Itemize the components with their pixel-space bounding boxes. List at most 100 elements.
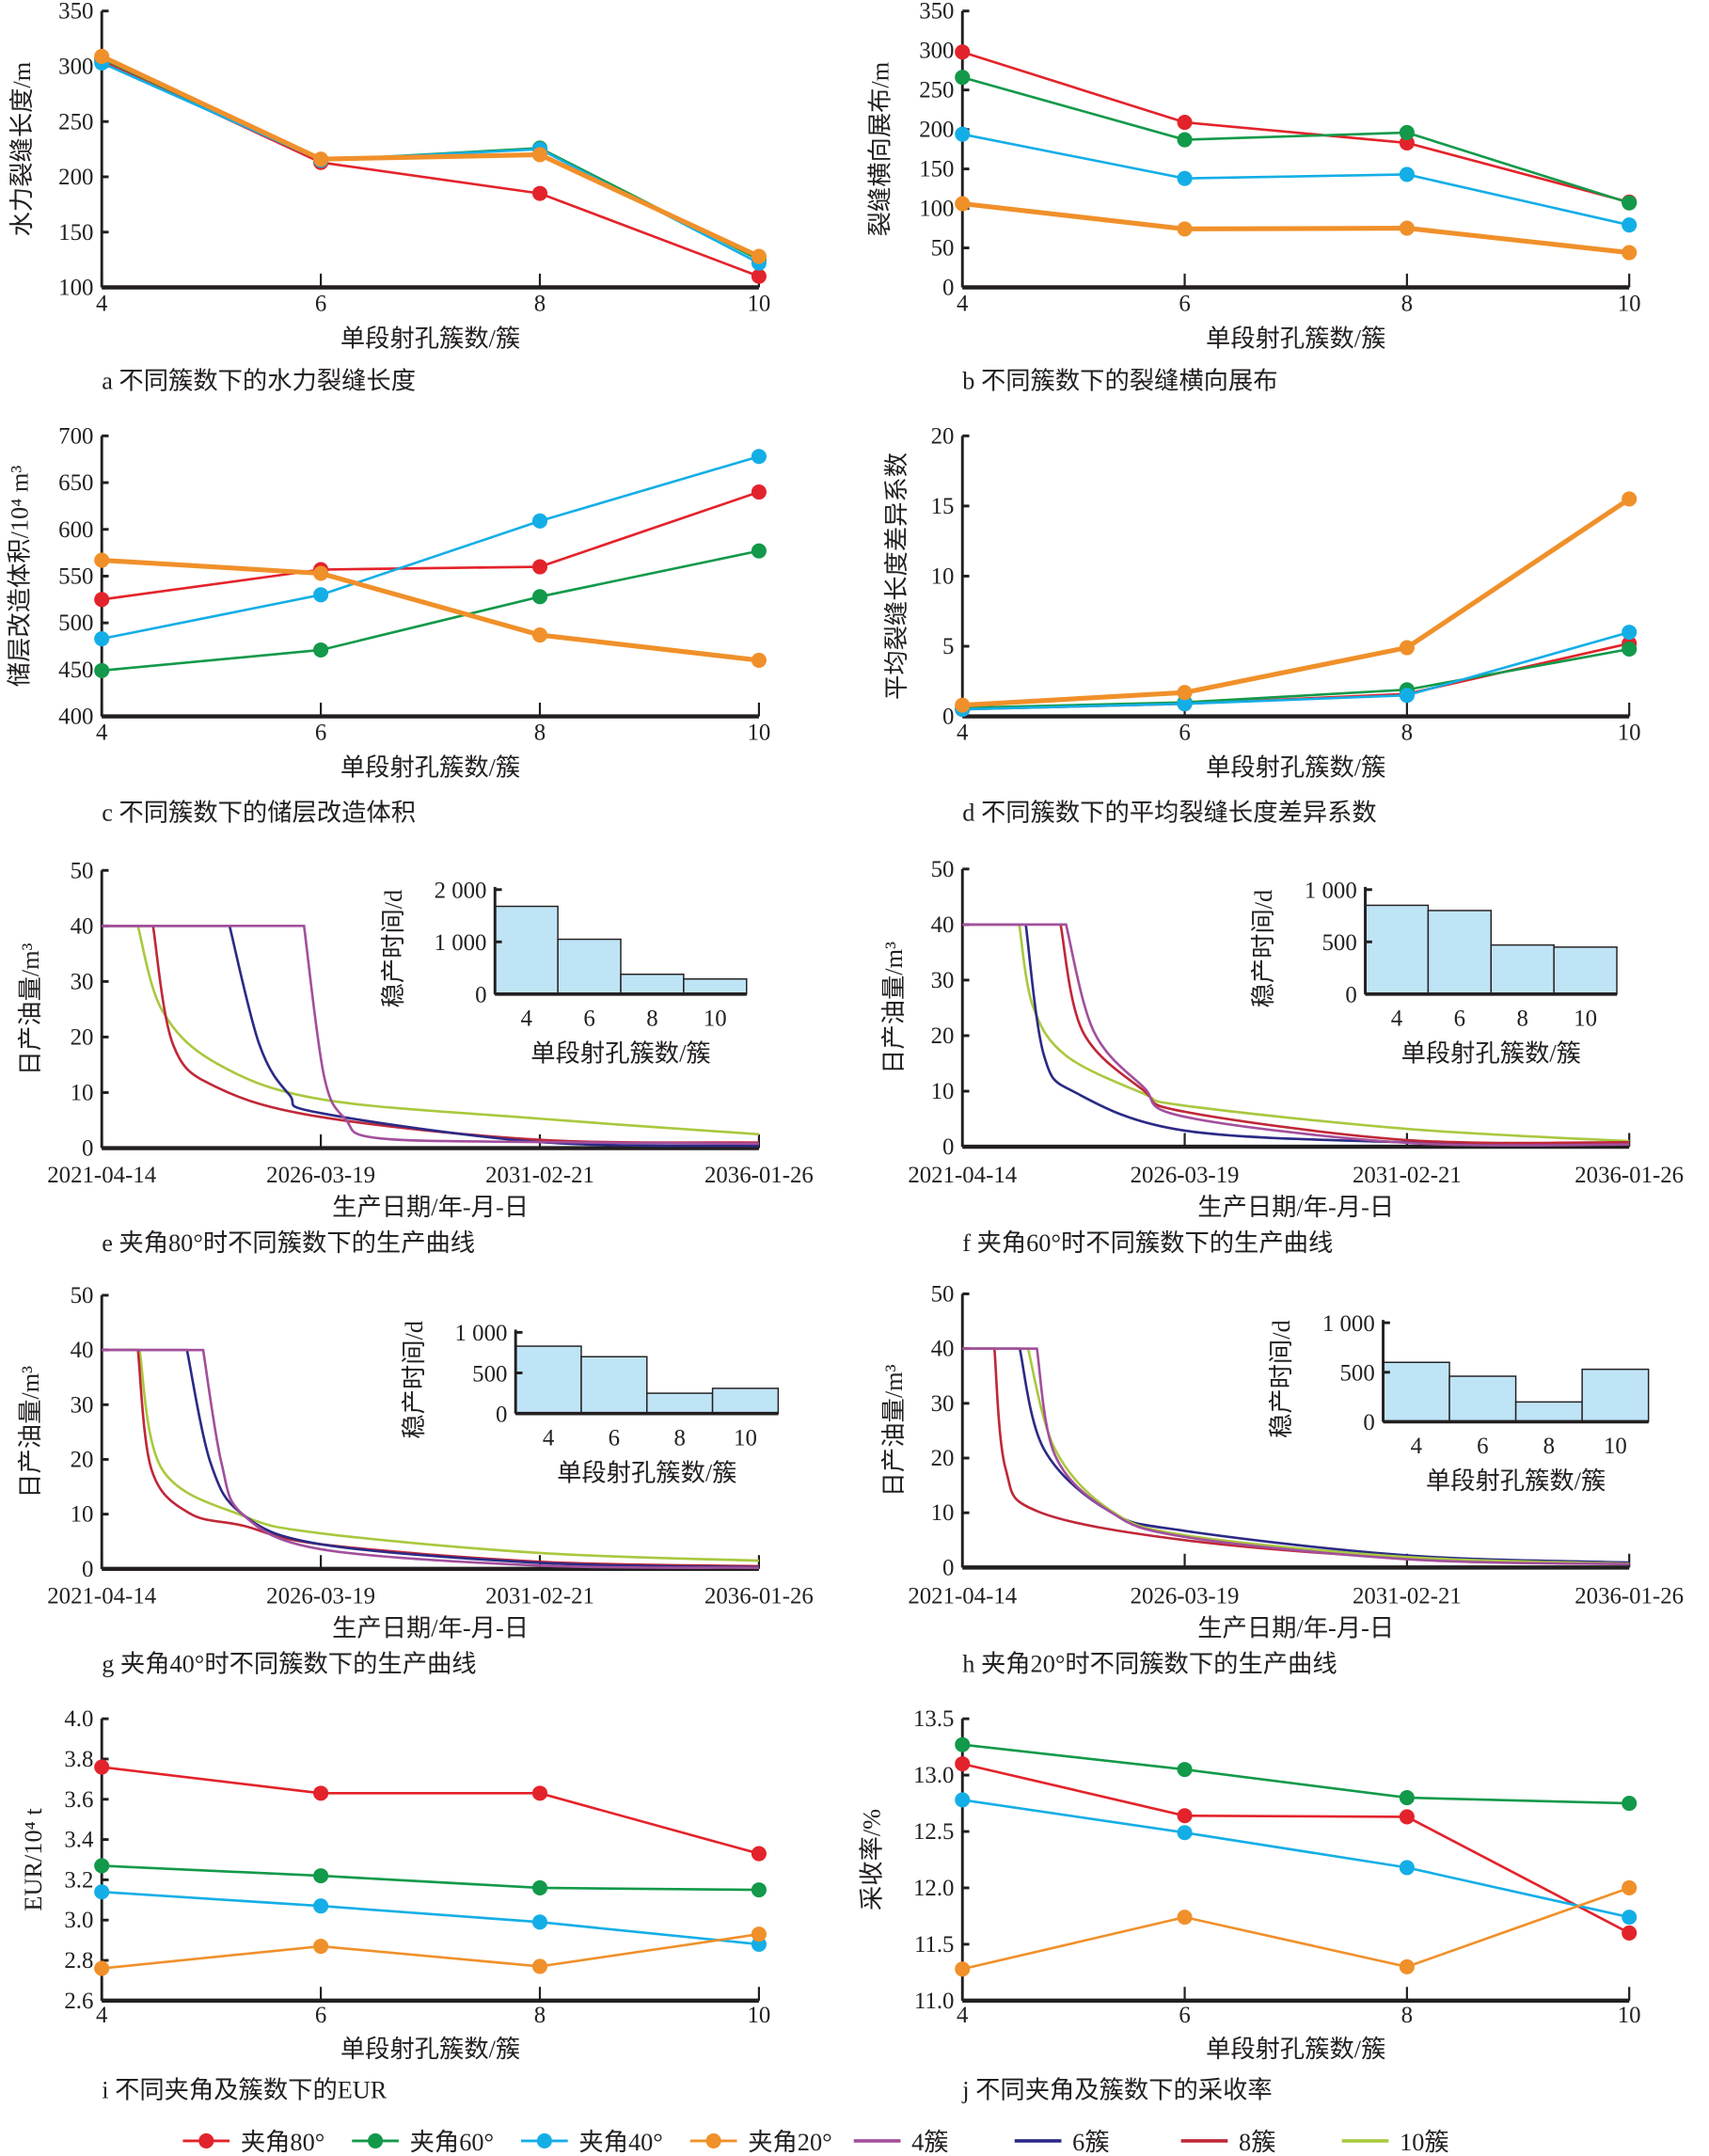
data-point [313, 642, 329, 658]
data-point [751, 1926, 767, 1942]
series-line [102, 1766, 760, 1855]
inset-x-tick-label: 8 [1543, 1434, 1555, 1459]
series-夹角40° [955, 126, 1638, 233]
inset-y-tick-label: 2 000 [435, 879, 487, 904]
data-point [531, 1879, 548, 1896]
x-tick-label: 2036-01-26 [1574, 1583, 1684, 1609]
y-tick-label: 30 [71, 1392, 94, 1418]
y-tick-label: 2.8 [64, 1948, 93, 1974]
y-tick-label: 11.5 [914, 1932, 955, 1958]
series-夹角60° [955, 1736, 1638, 1812]
y-axis-title: 日产油量/m³ [880, 1364, 908, 1497]
data-point [1622, 245, 1638, 261]
data-point [1622, 1796, 1638, 1812]
inset-y-tick-label: 1 000 [455, 1321, 508, 1346]
data-point [1177, 696, 1193, 712]
inset-x-tick-label: 10 [734, 1425, 757, 1451]
y-tick-label: 450 [58, 658, 93, 683]
y-tick-label: 50 [931, 236, 955, 262]
series-line [102, 1890, 760, 1946]
y-tick-label: 400 [58, 705, 93, 730]
x-tick-label: 6 [1179, 2003, 1190, 2028]
data-point [1399, 1958, 1415, 1974]
series-line [102, 558, 760, 663]
data-point [531, 559, 548, 575]
inset-x-tick-label: 6 [1454, 1006, 1465, 1031]
legend: 夹角80° 夹角60° 夹角40° 夹角20° 4簇 6簇 8簇 10簇 [182, 2129, 1449, 2156]
x-tick-label: 2021-04-14 [47, 1583, 156, 1609]
production-curve [102, 1348, 759, 1568]
data-point [751, 484, 767, 500]
chart-panel-b: 0 50 100 150 200 250 300 350 4 6 8 10 单段射孔簇数/簇 裂缝横向展布… [866, 0, 1640, 395]
inset-bar [683, 977, 748, 995]
production-curve [102, 925, 760, 1136]
series-line [961, 1762, 1630, 1935]
legend-item: 6簇 [1014, 2129, 1110, 2156]
y-tick-label: 700 [58, 423, 93, 449]
series-10簇 [962, 1347, 1630, 1565]
x-tick-label: 8 [534, 2003, 546, 2028]
inset-y-tick-label: 0 [1363, 1410, 1374, 1435]
series-4簇 [102, 925, 759, 1146]
inset-x-axis-title: 单段射孔簇数/簇 [557, 1459, 736, 1486]
y-tick-label: 40 [931, 1337, 955, 1362]
series-line [102, 1864, 759, 1892]
data-point [1622, 491, 1638, 507]
x-tick-label: 2026-03-19 [1131, 1163, 1240, 1188]
data-point [751, 1882, 767, 1898]
data-point [1399, 1790, 1415, 1806]
series-line [101, 59, 760, 277]
y-tick-label: 250 [58, 109, 93, 135]
chart-caption: g 夹角40°时不同簇数下的生产曲线 [102, 1650, 476, 1677]
series-夹角40° [94, 1884, 767, 1952]
data-point [531, 1914, 548, 1930]
y-tick-label: 250 [919, 78, 954, 103]
y-tick-label: 0 [942, 1134, 954, 1160]
inset-y-tick-label: 1 000 [435, 930, 487, 956]
chart-caption: i 不同夹角及簇数下的EUR [102, 2077, 388, 2104]
data-point [1177, 221, 1193, 237]
data-point [531, 627, 548, 643]
x-axis-title: 单段射孔簇数/簇 [340, 2036, 520, 2063]
y-tick-label: 650 [58, 470, 93, 496]
series-4簇 [962, 923, 1630, 1147]
series-夹角20° [94, 1926, 767, 1976]
data-point [313, 565, 329, 581]
production-curve [102, 1348, 759, 1562]
y-axis-title: 储层改造体积/10⁴ m³ [6, 466, 33, 688]
x-tick-label: 10 [1618, 2003, 1641, 2028]
series-line [961, 51, 1630, 204]
data-point [1622, 1910, 1638, 1926]
data-point [1177, 132, 1193, 148]
chart-caption: j 不同夹角及簇数下的采收率 [961, 2077, 1272, 2104]
x-tick-label: 6 [315, 720, 326, 745]
y-tick-label: 500 [58, 610, 93, 636]
x-tick-label: 2021-04-14 [908, 1583, 1017, 1609]
x-tick-label: 8 [1401, 2003, 1413, 2028]
y-tick-label: 3.6 [64, 1787, 93, 1813]
y-tick-label: 20 [931, 423, 955, 449]
data-point [1177, 1910, 1193, 1926]
y-tick-label: 50 [71, 1283, 94, 1308]
data-point [1622, 195, 1638, 211]
x-axis-title: 单段射孔簇数/簇 [1206, 325, 1385, 352]
series-line [101, 54, 760, 259]
series-line [101, 454, 760, 641]
y-tick-label: 10 [71, 1502, 94, 1528]
legend-item: 夹角40° [521, 2129, 663, 2156]
x-tick-label: 8 [1401, 291, 1413, 316]
x-tick-label: 2031-02-21 [1353, 1163, 1462, 1188]
chart-caption: a 不同簇数下的水力裂缝长度 [102, 368, 416, 395]
legend-label: 4簇 [911, 2129, 948, 2156]
legend-item: 夹角60° [352, 2129, 494, 2156]
x-tick-label: 8 [534, 291, 546, 316]
series-line [961, 200, 1630, 256]
y-tick-label: 600 [58, 517, 93, 543]
series-夹角20° [955, 196, 1638, 261]
data-point [955, 1961, 971, 1977]
data-point [313, 1785, 329, 1801]
x-tick-label: 4 [957, 2003, 969, 2028]
series-夹角80° [94, 1759, 767, 1862]
legend-label: 6簇 [1072, 2129, 1109, 2156]
